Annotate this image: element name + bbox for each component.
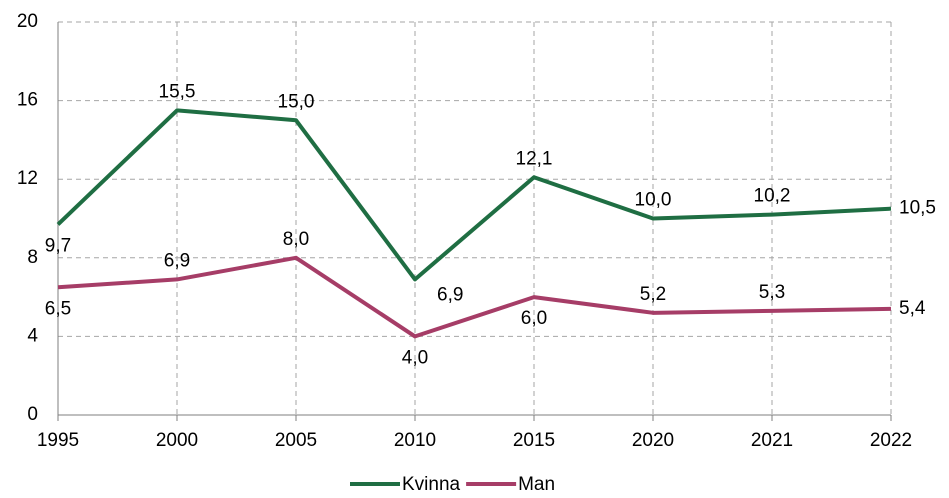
data-label: 6,5 bbox=[45, 298, 71, 319]
line bbox=[57, 255, 892, 339]
data-label: 6,9 bbox=[164, 250, 190, 271]
data-label: 6,0 bbox=[521, 308, 547, 329]
x-tick-label: 1995 bbox=[37, 430, 79, 451]
legend-label: Kvinna bbox=[402, 474, 461, 495]
y-tick-label: 16 bbox=[17, 90, 38, 111]
x-tick-label: 2005 bbox=[275, 430, 317, 451]
data-label: 12,1 bbox=[516, 148, 553, 169]
data-label: 5,2 bbox=[640, 284, 666, 305]
x-tick-label: 2021 bbox=[751, 430, 793, 451]
x-tick-label: 2022 bbox=[870, 430, 912, 451]
y-tick-label: 4 bbox=[27, 325, 38, 346]
x-tick-label: 2015 bbox=[513, 430, 555, 451]
y-tick-label: 20 bbox=[17, 11, 38, 32]
y-tick-label: 12 bbox=[17, 168, 38, 189]
x-tick-label: 2000 bbox=[156, 430, 198, 451]
legend-label: Man bbox=[518, 474, 555, 495]
data-label: 8,0 bbox=[283, 229, 309, 250]
data-label: 10,0 bbox=[635, 190, 672, 211]
line bbox=[56, 108, 892, 282]
data-label: 15,0 bbox=[278, 91, 315, 112]
data-label: 5,3 bbox=[759, 282, 785, 303]
data-label: 4,0 bbox=[402, 347, 428, 368]
x-tick-label: 2020 bbox=[632, 430, 674, 451]
y-tick-label: 0 bbox=[27, 404, 38, 425]
data-label: 10,5 bbox=[899, 198, 936, 219]
data-label: 6,9 bbox=[437, 284, 463, 305]
x-tick-label: 2010 bbox=[394, 430, 436, 451]
data-label: 10,2 bbox=[754, 186, 791, 207]
y-tick-label: 8 bbox=[27, 247, 38, 268]
data-label: 15,5 bbox=[159, 81, 196, 102]
data-label: 5,4 bbox=[899, 298, 926, 319]
data-label: 9,7 bbox=[45, 235, 71, 256]
